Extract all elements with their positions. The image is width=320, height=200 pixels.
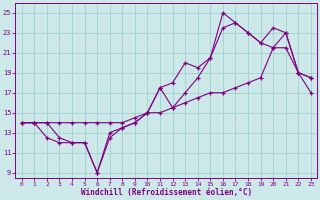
X-axis label: Windchill (Refroidissement éolien,°C): Windchill (Refroidissement éolien,°C) xyxy=(81,188,252,197)
